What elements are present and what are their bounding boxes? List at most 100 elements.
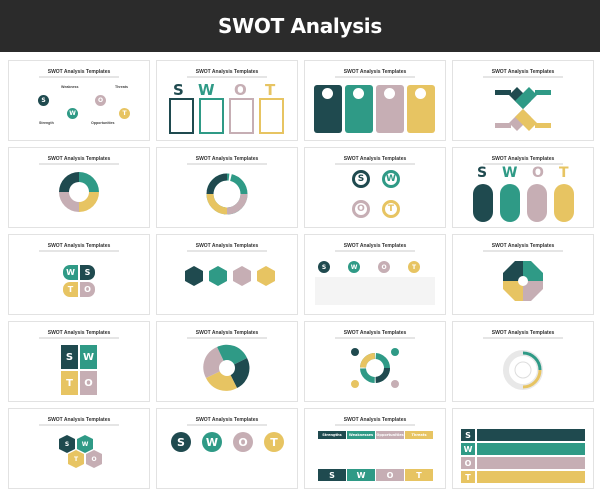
t-icon-circle — [415, 88, 426, 99]
template-thumbnail[interactable]: SWOT Analysis Templates — [156, 321, 298, 402]
t-bar — [477, 471, 585, 483]
o-tile: O — [80, 282, 95, 297]
template-thumbnail[interactable]: SWOT Analysis Templates S W O T — [304, 234, 446, 315]
s-block: S — [318, 469, 346, 481]
template-thumbnail[interactable]: SWOT Analysis Templates — [452, 60, 594, 141]
letter-o: O — [234, 81, 247, 99]
template-thumbnail[interactable]: SWOT Analysis Templates S W O T — [156, 60, 298, 141]
header-threats: Threats — [405, 431, 433, 439]
hexagon-cluster — [59, 435, 102, 468]
template-gallery: SWOT Analysis Templates S W O T Strength… — [8, 60, 594, 496]
template-thumbnail[interactable]: SWOT Analysis Templates Strengths Weakne… — [304, 408, 446, 489]
w-letter: W — [81, 440, 89, 448]
thumbnail-title: SWOT Analysis Templates — [47, 156, 111, 162]
letter-s-pin: S — [171, 432, 191, 452]
template-thumbnail[interactable]: SWOT Analysis Templates S W O T Strength… — [8, 60, 150, 141]
letter-o-ring: O — [352, 200, 370, 218]
s-icon-circle — [322, 88, 333, 99]
thumbnail-title: SWOT Analysis Templates — [343, 330, 407, 336]
thumbnail-title: SWOT Analysis Templates — [491, 156, 555, 162]
o-bar — [477, 457, 585, 469]
thumbnail-title: SWOT Analysis Templates — [343, 69, 407, 75]
letter-t-ring: T — [382, 200, 400, 218]
subtitle-line — [39, 76, 119, 78]
template-thumbnail[interactable]: SWOT Analysis Templates S W O T — [452, 147, 594, 228]
thumbnail-title: SWOT Analysis Templates — [47, 417, 111, 423]
w-icon-circle — [353, 88, 364, 99]
text-panel — [315, 277, 435, 305]
header-strengths: Strengths — [318, 431, 346, 439]
s-bar — [477, 429, 585, 441]
template-thumbnail[interactable]: SWOT Analysis Templates S W T O — [8, 321, 150, 402]
t-pill — [554, 184, 574, 222]
subtitle-line — [187, 163, 267, 165]
o-block: O — [376, 469, 404, 481]
s-square: S — [61, 345, 78, 369]
letter-w-pin: W — [202, 432, 222, 452]
subtitle-line — [335, 76, 415, 78]
template-thumbnail[interactable]: SWOT Analysis Templates — [156, 234, 298, 315]
s-tile: S — [80, 265, 95, 280]
letter-t-circle: T — [119, 108, 130, 119]
letter-t-pin: T — [264, 432, 284, 452]
thumbnail-title: SWOT Analysis Templates — [343, 243, 407, 249]
s-row: S — [461, 429, 475, 441]
subtitle-line — [187, 337, 267, 339]
label-opportunities: Opportunities — [91, 121, 115, 125]
template-thumbnail[interactable]: SWOT Analysis Templates — [304, 321, 446, 402]
letter-t: T — [265, 81, 276, 99]
thumbnail-title: SWOT Analysis Templates — [491, 330, 555, 336]
template-thumbnail[interactable]: SWOT Analysis Templates S W T O — [8, 408, 150, 489]
letter-o-pin: O — [233, 432, 253, 452]
template-thumbnail[interactable]: SWOT Analysis Templates S W O T — [304, 147, 446, 228]
subtitle-line — [483, 163, 563, 165]
subtitle-line — [39, 424, 119, 426]
o-letter: O — [91, 455, 97, 463]
letter-w: W — [198, 81, 215, 99]
thumbnail-title: SWOT Analysis Templates — [343, 156, 407, 162]
template-thumbnail[interactable]: SWOT Analysis Templates W S T O — [8, 234, 150, 315]
template-thumbnail[interactable]: SWOT Analysis Templates — [8, 147, 150, 228]
o-icon-circle — [384, 88, 395, 99]
template-thumbnail[interactable]: S W O T — [452, 408, 594, 489]
hexagon-row — [185, 266, 275, 286]
thumbnail-title: SWOT Analysis Templates — [195, 69, 259, 75]
subtitle-line — [187, 250, 267, 252]
thumbnail-title: SWOT Analysis Templates — [195, 156, 259, 162]
page-header: SWOT Analysis — [0, 0, 600, 52]
w-tile: W — [63, 265, 78, 280]
thumbnail-title: SWOT Analysis Templates — [195, 330, 259, 336]
cycle-diagram — [206, 173, 248, 215]
letter-w-circle: W — [67, 108, 78, 119]
o-row: O — [461, 457, 475, 469]
letter-t: T — [559, 165, 569, 181]
subtitle-line — [39, 250, 119, 252]
letter-o-circle: O — [378, 261, 390, 273]
letter-s-ring: S — [352, 170, 370, 188]
arrow-diagram — [495, 87, 551, 131]
subtitle-line — [187, 424, 267, 426]
label-threats: Threats — [115, 85, 128, 89]
subtitle-line — [335, 163, 415, 165]
template-thumbnail[interactable]: SWOT Analysis Templates — [304, 60, 446, 141]
t-block: T — [405, 469, 433, 481]
subtitle-line — [335, 337, 415, 339]
thumbnail-title: SWOT Analysis Templates — [195, 417, 259, 423]
letter-o-circle: O — [95, 95, 106, 106]
thumbnail-title: SWOT Analysis Templates — [47, 243, 111, 249]
template-thumbnail[interactable]: SWOT Analysis Templates — [452, 321, 594, 402]
thumbnail-title: SWOT Analysis Templates — [343, 417, 407, 423]
thumbnail-title: SWOT Analysis Templates — [47, 69, 111, 75]
s-letter: S — [64, 440, 70, 448]
letter-s: S — [477, 165, 488, 181]
label-weakness: Weakness — [61, 85, 79, 89]
template-thumbnail[interactable]: SWOT Analysis Templates — [452, 234, 594, 315]
template-thumbnail[interactable]: SWOT Analysis Templates — [156, 147, 298, 228]
subtitle-line — [39, 337, 119, 339]
o-pill — [527, 184, 547, 222]
t-box — [259, 98, 284, 134]
template-thumbnail[interactable]: SWOT Analysis Templates S W O T — [156, 408, 298, 489]
w-row: W — [461, 443, 475, 455]
donut-diagram — [351, 348, 399, 388]
octagon-diagram — [503, 261, 543, 301]
